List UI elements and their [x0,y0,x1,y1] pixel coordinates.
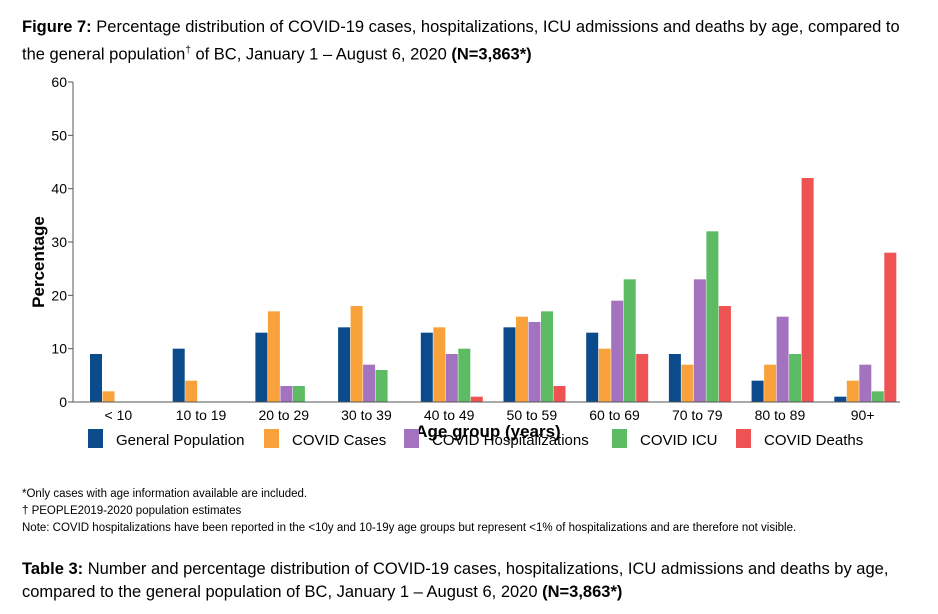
bar-general-population-8 [751,380,764,402]
bar-covid-icu-3 [375,370,388,402]
bar-covid-icu-6 [623,279,636,402]
legend-swatch-covid-icu [612,429,627,448]
bar-covid-cases-0 [102,391,115,402]
legend-label: COVID ICU [640,432,718,449]
legend-swatch-general-population [88,429,103,448]
x-tick-label: 30 to 39 [341,407,392,423]
x-tick-label: 40 to 49 [424,407,475,423]
figure-caption-dagger: † [185,45,191,56]
bar-covid-icu-4 [458,348,471,402]
bar-covid-cases-3 [350,306,363,402]
table-caption-n: (N=3,863*) [542,583,623,601]
axes [72,82,900,403]
x-tick-label: 20 to 29 [258,407,309,423]
bar-general-population-3 [338,327,351,402]
bar-covid-deaths-9 [884,252,897,402]
note-line-3: Note: COVID hospitalizations have been r… [22,522,797,534]
bar-covid-hospitalizations-7 [693,279,706,402]
figure-caption-text-2: of BC, January 1 – August 6, 2020 [190,45,452,64]
legend-swatch-covid-hospitalizations [404,429,419,448]
bar-covid-deaths-7 [718,306,731,402]
x-tick-label: 70 to 79 [672,407,723,423]
x-tick-label: 60 to 69 [589,407,640,423]
x-axis: < 10 10 to 19 20 to 29 30 to 39 40 to 49 50 t… [105,407,875,423]
table-caption: Table 3: Number and percentage distribut… [22,558,922,604]
table-caption-label: Table 3: [22,560,84,578]
bar-general-population-4 [420,332,433,402]
legend: General Population COVID Cases COVID Hospi… [88,429,863,449]
bar-chart: 0 10 20 30 40 50 60 < 10 10 to 19 20 to 29 30 to … [29,74,900,449]
bar-covid-icu-5 [541,311,553,402]
note-line-2: † PEOPLE2019-2020 population estimates [22,505,242,517]
bar-covid-cases-4 [433,327,446,402]
y-axis-title: Percentage [29,216,48,308]
table-caption-text: Number and percentage distribution of CO… [22,560,889,601]
bar-covid-cases-9 [846,380,859,402]
bar-covid-icu-2 [292,386,305,402]
figure-caption: Figure 7: Percentage distribution of COV… [22,16,922,67]
bar-covid-icu-7 [706,231,719,402]
bar-general-population-7 [668,354,681,402]
bar-general-population-5 [503,327,516,402]
bar-covid-hospitalizations-3 [363,364,376,402]
x-tick-label: 50 to 59 [507,407,558,423]
bars-group [90,178,897,402]
bar-covid-deaths-4 [470,396,483,402]
bar-general-population-6 [586,332,599,402]
bar-covid-deaths-6 [636,354,649,402]
bar-covid-icu-8 [789,354,802,402]
x-tick-label: 90+ [851,407,875,423]
y-tick-label: 0 [59,394,67,410]
legend-label: COVID Cases [292,432,386,449]
y-tick-label: 60 [51,74,67,90]
figure-notes: *Only cases with age information availab… [22,486,796,537]
y-tick-label: 20 [51,287,67,303]
figure-caption-label: Figure 7: [22,18,92,36]
x-axis-title: Age group (years) [415,422,560,441]
bar-covid-hospitalizations-6 [611,300,624,402]
bar-general-population-9 [834,396,847,402]
bar-covid-hospitalizations-8 [776,316,789,402]
y-tick-label: 40 [51,181,67,197]
bar-covid-hospitalizations-4 [445,354,458,402]
bar-covid-hospitalizations-5 [528,322,541,402]
bar-general-population-1 [172,348,185,402]
figure-caption-text: Percentage distribution of COVID-19 case… [22,18,900,64]
x-tick-label: < 10 [105,407,133,423]
bar-covid-icu-9 [871,391,884,402]
legend-swatch-covid-deaths [736,429,751,448]
bar-general-population-2 [255,332,268,402]
legend-label: COVID Deaths [764,432,863,449]
figure-caption-n: (N=3,863*) [451,45,532,64]
x-tick-label: 10 to 19 [176,407,227,423]
bar-covid-hospitalizations-2 [280,386,293,402]
y-axis: 0 10 20 30 40 50 60 [51,74,73,410]
y-tick-label: 10 [51,341,67,357]
bar-general-population-0 [90,354,102,402]
bar-covid-cases-7 [681,364,694,402]
bar-covid-cases-8 [764,364,777,402]
bar-covid-deaths-5 [553,386,566,402]
bar-covid-hospitalizations-9 [859,364,872,402]
bar-covid-cases-6 [598,348,611,402]
legend-label: COVID Hospitalizations [432,432,589,449]
bar-covid-cases-1 [185,380,198,402]
bar-covid-cases-5 [516,316,528,402]
legend-swatch-covid-cases [264,429,279,448]
y-tick-label: 50 [51,127,67,143]
y-tick-label: 30 [51,234,67,250]
note-line-1: *Only cases with age information availab… [22,488,308,500]
x-tick-label: 80 to 89 [755,407,806,423]
legend-label: General Population [116,432,244,449]
bar-covid-cases-2 [267,311,280,402]
bar-covid-deaths-8 [801,178,814,402]
